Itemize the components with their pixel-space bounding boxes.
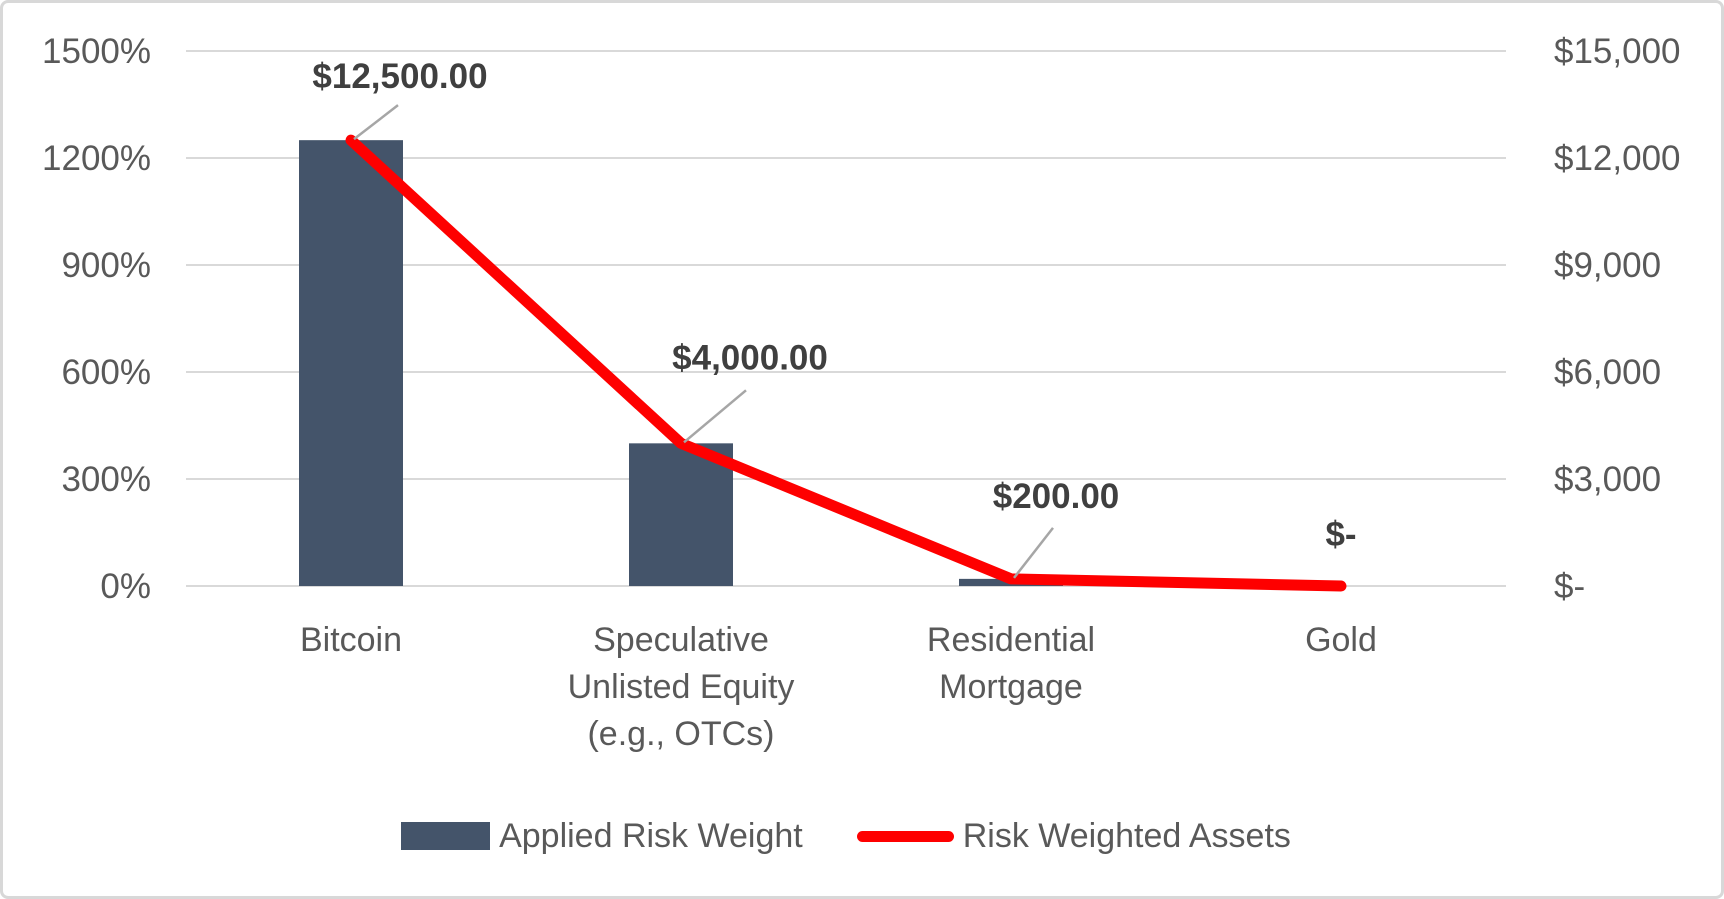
legend-line-swatch <box>856 830 954 842</box>
y-axis-right-tick: $6,000 <box>1554 353 1661 392</box>
y-axis-right-tick: $15,000 <box>1554 32 1681 71</box>
legend-label: Applied Risk Weight <box>499 816 803 855</box>
data-label-leader-line <box>1013 527 1054 579</box>
category-label-gold: Gold <box>1305 621 1377 659</box>
legend-item-risk-weighted-assets: Risk Weighted Assets <box>856 816 1291 856</box>
y-axis-left-tick: 300% <box>61 460 151 499</box>
category-label-residential-mortgage: Residential Mortgage <box>927 621 1095 706</box>
y-axis-right-tick: $3,000 <box>1554 460 1661 499</box>
legend-label: Risk Weighted Assets <box>962 816 1291 855</box>
y-axis-right-tick: $- <box>1554 567 1585 606</box>
y-axis-left-tick: 0% <box>100 567 151 606</box>
category-label-speculative-unlisted-equity-e-g-otcs: Speculative Unlisted Equity (e.g., OTCs) <box>568 621 795 753</box>
data-label-leader-line <box>683 389 747 444</box>
y-axis-right-tick: $12,000 <box>1554 139 1681 178</box>
combo-chart: 0% $- 300% $3,000 600% $6,000 900% $9,000 1200% $… <box>42 32 1681 753</box>
y-axis-left-tick: 600% <box>61 353 151 392</box>
data-label-residential-mortgage: $200.00 <box>993 477 1120 516</box>
legend-item-applied-risk-weight: Applied Risk Weight <box>401 817 803 856</box>
y-axis-left-tick: 1500% <box>42 32 151 71</box>
data-label-speculative-unlisted-equity-e-g-otcs: $4,000.00 <box>672 338 828 377</box>
risk-weighted-assets-line <box>345 134 1347 592</box>
bar-bitcoin <box>299 140 403 586</box>
legend-bar-swatch <box>401 822 491 850</box>
y-axis-right-tick: $9,000 <box>1554 246 1661 285</box>
category-label-bitcoin: Bitcoin <box>300 621 402 659</box>
bar-speculative-unlisted-equity-e-g-otcs <box>629 443 733 586</box>
data-label-gold: $- <box>1325 515 1356 554</box>
data-label-leader-line <box>353 104 399 141</box>
legend: Applied Risk Weight Risk Weighted Assets <box>186 814 1506 858</box>
y-axis-left-tick: 900% <box>61 246 151 285</box>
data-label-bitcoin: $12,500.00 <box>312 57 487 96</box>
y-axis-left-tick: 1200% <box>42 139 151 178</box>
